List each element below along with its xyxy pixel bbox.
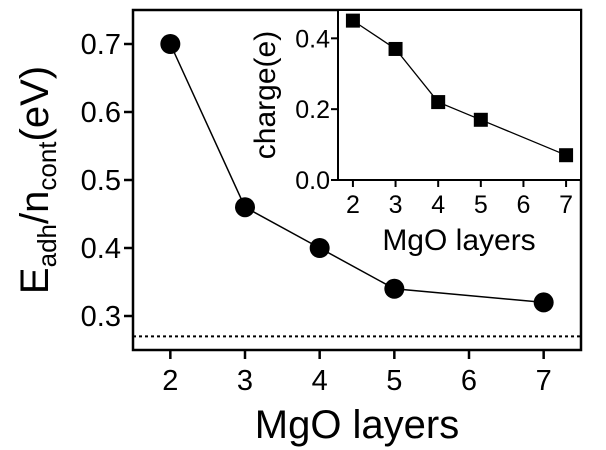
main-y-axis-label-mid: /n (13, 191, 57, 224)
main-x-ticks: 2 3 4 5 6 7 (162, 350, 552, 397)
inset-x-axis-label: MgO layers (382, 224, 535, 257)
inset-y-tick-label: 0.0 (295, 167, 330, 195)
inset-data-point (345, 13, 360, 28)
inset-x-tick-label: 7 (559, 191, 573, 219)
main-y-axis-label-main: E (13, 267, 57, 294)
main-x-tick-label: 2 (162, 365, 178, 397)
main-y-axis-label: Eadh/ncont(eV) (13, 66, 62, 294)
inset-y-tick-label: 0.2 (295, 96, 330, 124)
inset-x-tick-label: 2 (346, 191, 360, 219)
inset-plot-frame (337, 9, 582, 181)
inset-x-tick-label: 5 (474, 191, 488, 219)
main-x-tick-label: 3 (237, 365, 253, 397)
inset-x-tick-label: 4 (431, 191, 445, 219)
main-y-tick-label: 0.3 (81, 301, 121, 333)
main-y-ticks: 0.3 0.4 0.5 0.6 0.7 (81, 29, 133, 333)
main-x-tick-label: 6 (461, 365, 477, 397)
main-series-points (160, 34, 554, 313)
main-x-tick-label: 4 (312, 365, 328, 397)
inset-x-tick-label: 3 (389, 191, 403, 219)
main-y-tick-label: 0.6 (81, 97, 121, 129)
inset-x-tick-label: 6 (516, 191, 530, 219)
main-x-tick-label: 7 (536, 365, 552, 397)
inset-y-ticks: 0.0 0.2 0.4 (295, 25, 338, 195)
inset-y-tick-label: 0.4 (295, 25, 330, 53)
inset-y-axis-label: charge(e) (249, 31, 282, 159)
inset-data-point (388, 41, 403, 56)
main-x-axis-label: MgO layers (255, 403, 460, 447)
main-x-tick-label: 5 (386, 365, 402, 397)
inset-data-point (559, 148, 574, 163)
main-y-tick-label: 0.5 (81, 165, 121, 197)
main-y-axis-label-sub2: cont (32, 141, 62, 191)
main-data-point (309, 238, 330, 258)
inset-series-points (345, 13, 574, 163)
main-y-axis-label-sub1: adh (32, 224, 62, 267)
main-data-point (384, 278, 405, 299)
main-data-point (235, 197, 255, 218)
main-y-tick-label: 0.7 (81, 29, 121, 61)
inset-data-point (431, 95, 446, 110)
inset-data-point (473, 112, 488, 127)
main-y-tick-label: 0.4 (81, 233, 121, 265)
main-y-axis-label-unit: (eV) (13, 66, 57, 142)
main-data-point (160, 34, 181, 54)
main-data-point (533, 292, 554, 313)
